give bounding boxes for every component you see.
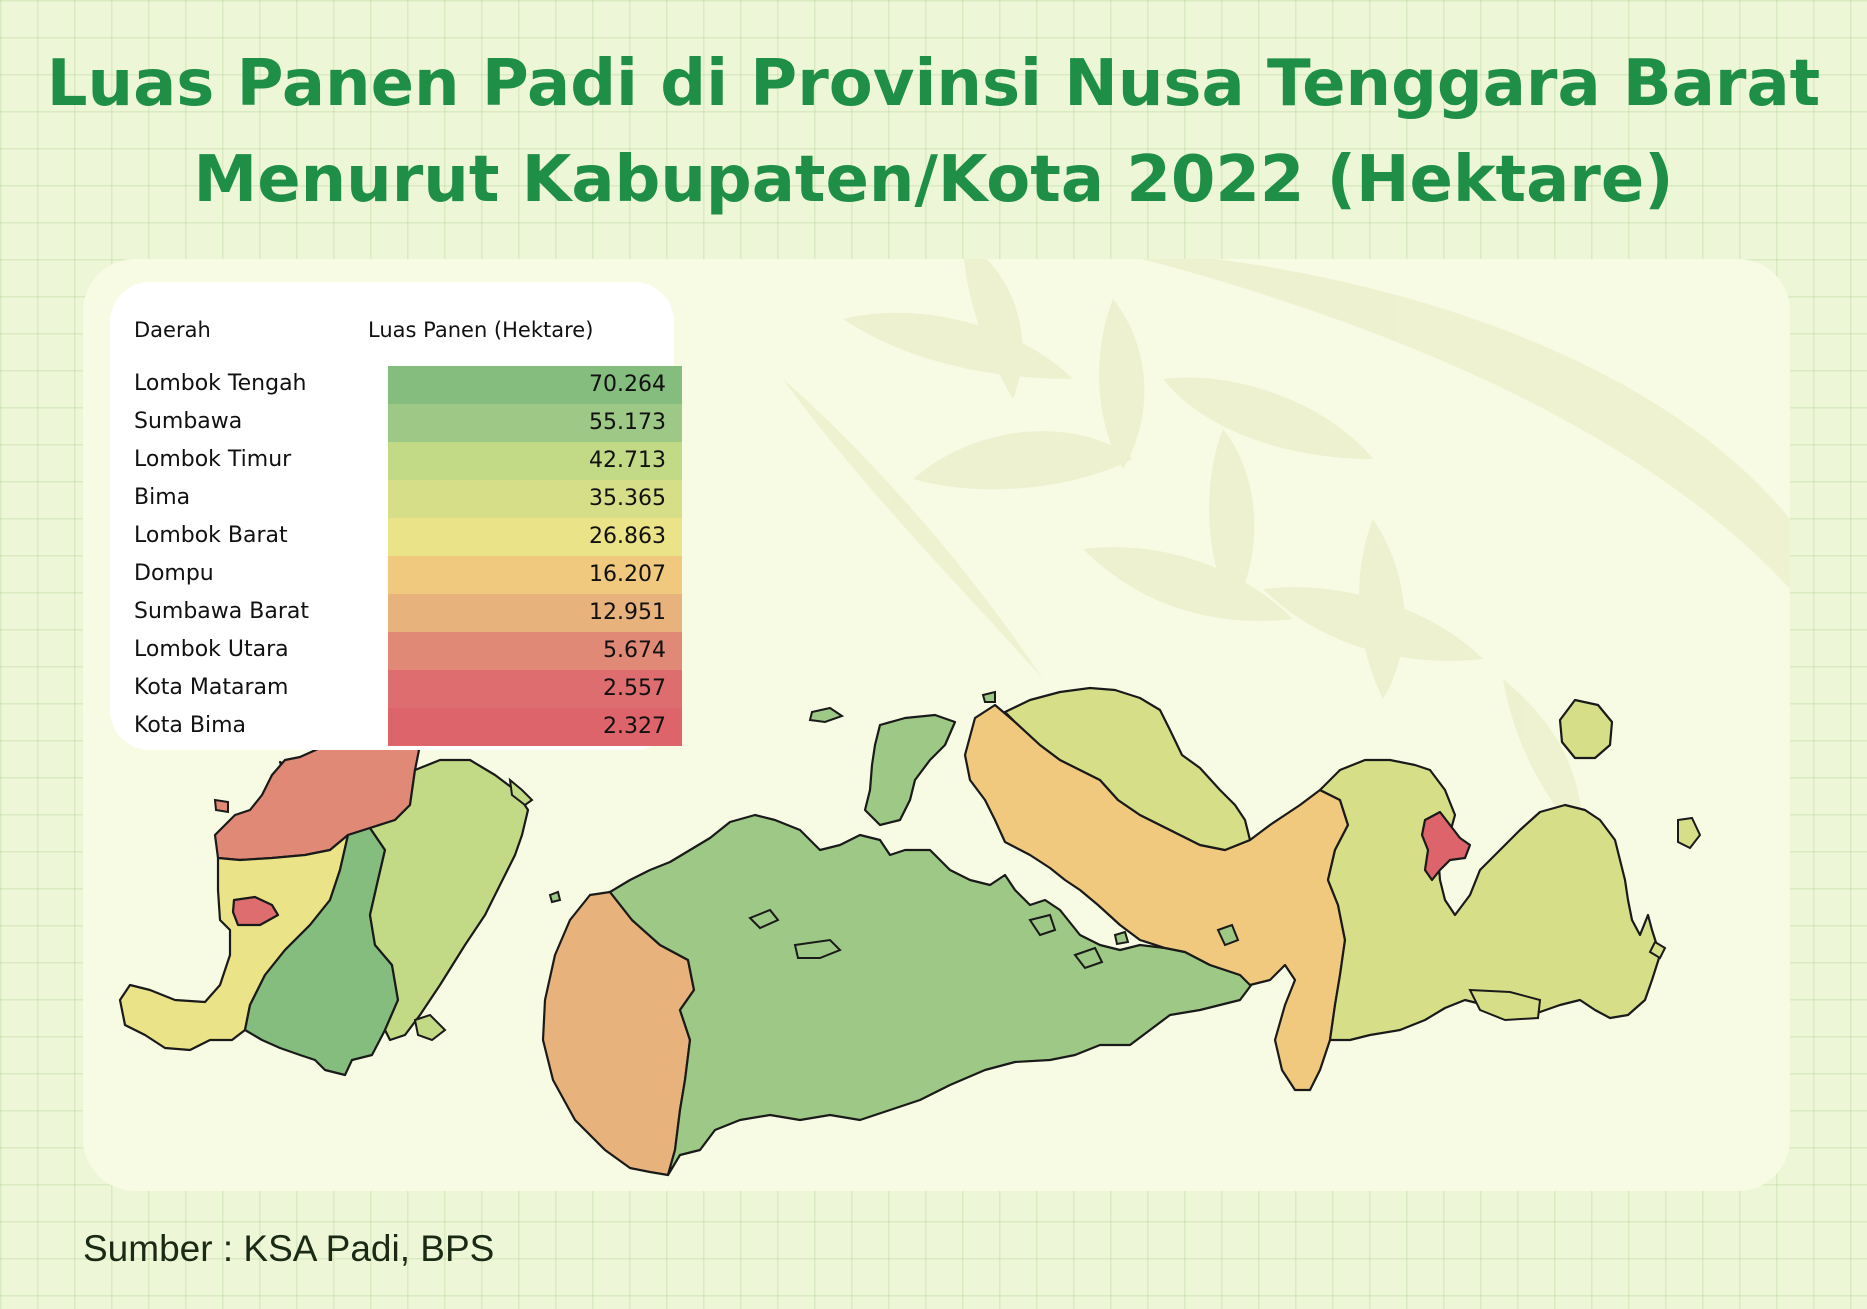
legend-header-value: Luas Panen (Hektare) <box>368 318 594 342</box>
islet-13 <box>213 798 229 814</box>
islet-9 <box>1216 923 1240 947</box>
choropleth-map <box>118 663 1702 1177</box>
legend-row-swatch: 2.557 <box>388 670 682 708</box>
legend-row-value: 70.264 <box>589 372 666 397</box>
islet-14 <box>413 1013 447 1042</box>
region-lombok-barat[interactable] <box>118 833 350 1052</box>
legend-header-region: Daerah <box>134 318 211 342</box>
legend-row-value: 55.173 <box>589 410 666 435</box>
legend-row: Bima 35.365 <box>110 480 682 518</box>
source-note: Sumber : KSA Padi, BPS <box>83 1228 495 1269</box>
legend-row-swatch: 55.173 <box>388 404 682 442</box>
legend-row-name: Lombok Utara <box>134 637 289 662</box>
islet-2 <box>1677 816 1702 850</box>
map-panel: Daerah Luas Panen (Hektare) Lombok Tenga… <box>83 259 1790 1191</box>
legend-row: Kota Bima 2.327 <box>110 708 682 746</box>
title-line-1: Luas Panen Padi di Provinsi Nusa Tenggar… <box>46 47 1821 121</box>
islet-8 <box>1113 930 1130 946</box>
legend-row-name: Dompu <box>134 561 214 586</box>
legend-row-name: Bima <box>134 485 191 510</box>
islet-5 <box>748 908 780 930</box>
legend-row-value: 16.207 <box>589 562 666 587</box>
region-bima-sangiang[interactable] <box>1558 698 1614 760</box>
legend-row-name: Sumbawa <box>134 409 243 434</box>
legend-row: Sumbawa Barat 12.951 <box>110 594 682 632</box>
legend-row: Lombok Utara 5.674 <box>110 632 682 670</box>
legend-row-swatch: 16.207 <box>388 556 682 594</box>
islet-3 <box>1648 940 1667 960</box>
legend-row-value: 26.863 <box>589 524 666 549</box>
legend-row-name: Lombok Timur <box>134 447 292 472</box>
region-kota-bima[interactable] <box>1420 810 1472 882</box>
legend-row-name: Lombok Tengah <box>134 371 307 396</box>
legend-row-swatch: 42.713 <box>388 442 682 480</box>
region-bima-north[interactable] <box>1003 686 1252 852</box>
region-kota-mataram[interactable] <box>231 895 280 927</box>
legend-row-value: 5.674 <box>603 638 666 663</box>
legend-row: Sumbawa 55.173 <box>110 404 682 442</box>
legend-row: Dompu 16.207 <box>110 556 682 594</box>
islet-15 <box>981 690 996 703</box>
legend-row: Lombok Tengah 70.264 <box>110 366 682 404</box>
legend-row-swatch: 5.674 <box>388 632 682 670</box>
legend-row-value: 12.951 <box>589 600 666 625</box>
legend-row-swatch: 2.327 <box>388 708 682 746</box>
legend-row-swatch: 12.951 <box>388 594 682 632</box>
legend-row-swatch: 70.264 <box>388 366 682 404</box>
legend-row-value: 35.365 <box>589 486 666 511</box>
legend-row-value: 42.713 <box>589 448 666 473</box>
islet-12 <box>508 777 534 807</box>
islet-4 <box>793 938 842 959</box>
legend-table: Daerah Luas Panen (Hektare) Lombok Tenga… <box>110 282 682 750</box>
islet-7 <box>1073 946 1104 970</box>
legend-row: Lombok Timur 42.713 <box>110 442 682 480</box>
legend-row-name: Kota Mataram <box>134 675 289 700</box>
islet-1 <box>1468 988 1542 1022</box>
legend-row: Lombok Barat 26.863 <box>110 518 682 556</box>
region-sumbawa-moyo[interactable] <box>863 713 957 827</box>
legend-row-name: Kota Bima <box>134 713 247 738</box>
legend-row-value: 2.557 <box>603 676 666 701</box>
rice-leaf-decoration <box>783 259 1790 839</box>
islet-10 <box>808 706 845 724</box>
legend-row-value: 2.327 <box>603 714 666 739</box>
islet-6 <box>1028 913 1057 937</box>
legend-row-name: Sumbawa Barat <box>134 599 309 624</box>
legend-row-swatch: 26.863 <box>388 518 682 556</box>
legend-row: Kota Mataram 2.557 <box>110 670 682 708</box>
title-line-2: Menurut Kabupaten/Kota 2022 (Hektare) <box>193 143 1674 217</box>
islet-11 <box>548 890 562 904</box>
legend-row-name: Lombok Barat <box>134 523 288 548</box>
legend-row-swatch: 35.365 <box>388 480 682 518</box>
